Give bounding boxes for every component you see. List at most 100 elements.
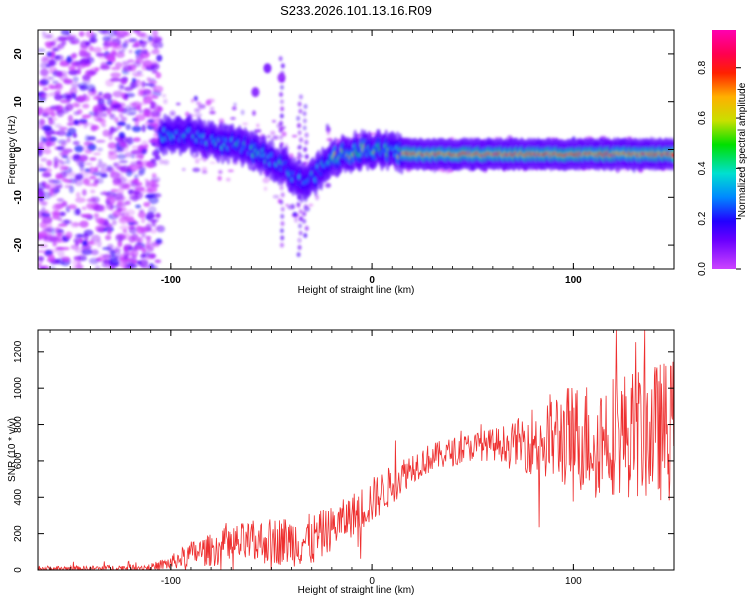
spectrogram-noise-cell: [143, 144, 149, 148]
x-tick-label: -100: [161, 275, 181, 286]
colorbar-tick-label: 0.2: [697, 211, 708, 225]
spectrogram-speckle: [199, 157, 203, 161]
spectrogram-noise-cell: [136, 260, 142, 265]
spectrogram-noise-cell: [78, 160, 85, 168]
spectrogram-noise-cell: [90, 249, 99, 256]
spectrogram-noise-cell: [132, 30, 141, 34]
spectrogram-streak: [280, 192, 285, 198]
spectrogram-noise-cell: [103, 40, 108, 46]
spectrogram-noise-cell: [53, 104, 64, 110]
spectrogram-noise-cell: [64, 171, 76, 177]
spectrogram-noise-cell: [85, 30, 95, 38]
spectrogram-noise-cell: [105, 196, 116, 205]
spectrogram-noise-cell: [120, 216, 127, 223]
spectrogram-noise-cell: [86, 70, 98, 75]
spectrogram-noise-cell: [125, 200, 131, 206]
spectrogram-noise-cell: [82, 74, 91, 81]
spectrogram-noise-cell: [133, 178, 139, 185]
spectrogram-noise-cell: [59, 203, 65, 208]
spectrogram-noise-cell: [109, 265, 115, 269]
spectrogram-noise-cell: [68, 204, 77, 210]
spectrogram-noise-cell: [112, 210, 121, 218]
spectrogram-noise-cell: [118, 182, 129, 189]
spectrogram-noise-cell: [128, 49, 133, 54]
spectrogram-noise-cell: [63, 78, 74, 85]
spectrogram-speckle: [209, 106, 215, 111]
spectrogram-noise-cell: [137, 87, 146, 94]
spectrogram-noise-cell: [109, 113, 116, 120]
spectrogram-streak: [297, 237, 302, 243]
spectrogram-noise-cell: [112, 90, 124, 98]
spectrogram-noise-cell: [121, 70, 130, 75]
spectrogram-streak: [297, 244, 302, 250]
spectrogram-noise-cell: [119, 160, 128, 164]
spectrogram-noise-cell: [145, 242, 151, 249]
spectrogram-noise-cell: [131, 145, 138, 149]
spectrogram-noise-cell: [136, 160, 142, 165]
spectrogram-noise-cell: [39, 118, 46, 126]
spectrogram-noise-cell: [110, 171, 116, 176]
spectrogram-noise-cell: [44, 250, 53, 256]
spectrogram-noise-cell: [47, 254, 55, 262]
spectrogram-streak: [279, 199, 284, 205]
spectrogram-noise-cell: [127, 189, 134, 195]
spectrogram-noise-cell: [86, 203, 94, 209]
spectrogram-speckle: [149, 101, 157, 107]
spectrogram-noise-cell: [156, 54, 163, 62]
spectrogram-speckle: [151, 138, 156, 143]
spectrogram-noise-cell: [155, 72, 162, 79]
spectrogram-noise-cell: [68, 185, 75, 194]
spectrogram-noise-cell: [89, 189, 96, 194]
y-tick-label: -10: [13, 190, 24, 205]
spectrogram-noise-cell: [135, 114, 146, 122]
spectrogram-noise-cell: [84, 168, 91, 173]
y-tick-label: 1000: [13, 377, 24, 400]
spectrogram-noise-cell: [61, 106, 70, 114]
spectrogram-noise-cell: [92, 152, 101, 156]
spectrogram-noise-cell: [142, 59, 153, 68]
spectrogram-noise-cell: [79, 155, 89, 162]
spectrogram-speckle: [281, 125, 287, 130]
spectrogram-speckle: [157, 106, 163, 113]
spectrogram-noise-cell: [109, 126, 115, 135]
spectrogram-noise-cell: [144, 195, 153, 199]
spectrogram-noise-cell: [76, 95, 86, 103]
spectrogram-noise-cell: [152, 85, 164, 93]
spectrogram-streak: [279, 120, 284, 126]
spectrogram-streak: [302, 218, 307, 224]
spectrogram-noise-cell: [151, 70, 158, 74]
spectrogram-noise-cell: [92, 112, 98, 121]
spectrogram-noise-cell: [63, 179, 73, 184]
spectrogram-noise-cell: [83, 122, 95, 126]
spectrogram-noise-cell: [73, 119, 80, 126]
spectrogram-speckle: [270, 130, 276, 136]
spectrogram-noise-cell: [50, 111, 57, 118]
spectrogram-noise-cell: [148, 218, 159, 223]
spectrogram-speckle: [227, 169, 234, 173]
spectrogram-noise-cell: [146, 77, 152, 82]
spectrogram-noise-cell: [92, 171, 102, 177]
spectrogram-noise-cell: [90, 124, 97, 132]
spectrogram-streak: [279, 228, 284, 234]
spectrogram-noise-cell: [118, 83, 125, 91]
spectrogram-noise-cell: [55, 175, 64, 180]
spectrogram-streak: [302, 111, 307, 117]
spectrogram-blob: [277, 72, 286, 83]
spectrogram-noise-cell: [117, 30, 129, 38]
spectrogram-noise-cell: [97, 98, 105, 105]
y-tick-label: 10: [13, 96, 24, 108]
spectrogram-noise-cell: [47, 116, 53, 120]
spectrogram-noise-cell: [148, 196, 159, 205]
spectrogram-noise-cell: [65, 231, 73, 239]
spectrogram-noise-cell: [145, 235, 152, 240]
spectrogram-noise-cell: [43, 148, 52, 155]
spectrogram-noise-cell: [97, 30, 108, 34]
spectrogram-speckle: [163, 98, 168, 104]
spectrogram-noise-cell: [96, 227, 106, 233]
spectrogram-noise-cell: [135, 186, 145, 192]
spectrogram-noise-cell: [86, 84, 96, 92]
spectrogram-streak: [304, 139, 309, 145]
ridge-core: [671, 152, 674, 158]
